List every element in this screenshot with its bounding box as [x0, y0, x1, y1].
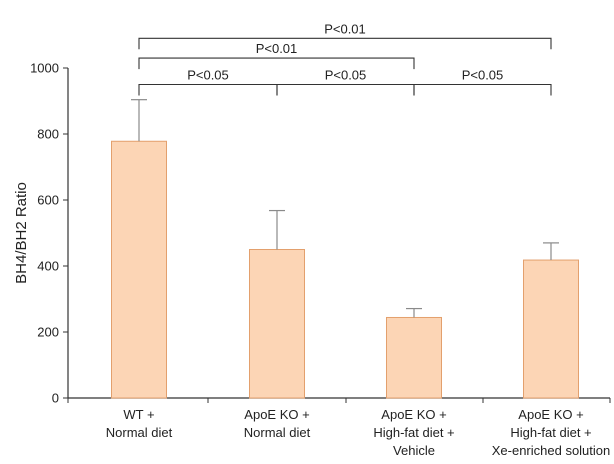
y-tick-label: 200: [37, 325, 59, 340]
category-label-line: Xe-enriched solution: [492, 443, 611, 458]
significance-label: P<0.01: [324, 21, 366, 36]
bar: [111, 140, 167, 399]
bar: [249, 249, 305, 399]
category-label: WT + Normal diet: [106, 407, 173, 440]
significance-bracket: [138, 37, 552, 50]
significance-bracket: [138, 83, 278, 96]
category-label-line: High-fat diet +: [373, 425, 454, 440]
significance-label: P<0.01: [256, 41, 298, 56]
category-label: ApoE KO + Normal diet: [244, 407, 311, 440]
error-bars: [131, 99, 559, 318]
category-label-line: Normal diet: [106, 425, 173, 440]
category-label-line: Vehicle: [393, 443, 435, 458]
category-label: ApoE KO + High-fat diet + Xe-enriched solu…: [492, 407, 611, 458]
category-label: ApoE KO + High-fat diet + Vehicle: [373, 407, 454, 458]
bar: [386, 316, 442, 399]
significance-bracket: [276, 83, 415, 96]
y-axis-label: BH4/BH2 Ratio: [13, 182, 30, 284]
category-label-line: ApoE KO +: [518, 407, 583, 422]
category-label-line: WT +: [123, 407, 154, 422]
y-tick-label: 600: [37, 193, 59, 208]
y-tick-label: 400: [37, 259, 59, 274]
bar: [523, 259, 579, 399]
y-tick-label: 1000: [30, 61, 59, 76]
significance-label: P<0.05: [462, 68, 504, 83]
category-label-line: ApoE KO +: [244, 407, 309, 422]
y-tick-label: 0: [52, 391, 59, 406]
significance-bracket: [138, 57, 415, 70]
significance-brackets: P<0.01 P<0.01 P<0.05 P<0.05 P<0.05: [138, 21, 552, 96]
significance-label: P<0.05: [187, 68, 229, 83]
bars: [111, 140, 579, 399]
category-label-line: Normal diet: [244, 425, 311, 440]
category-label-line: High-fat diet +: [510, 425, 591, 440]
significance-bracket: [413, 83, 552, 96]
y-tick-label: 800: [37, 127, 59, 142]
category-label-line: ApoE KO +: [381, 407, 446, 422]
significance-label: P<0.05: [325, 68, 367, 83]
